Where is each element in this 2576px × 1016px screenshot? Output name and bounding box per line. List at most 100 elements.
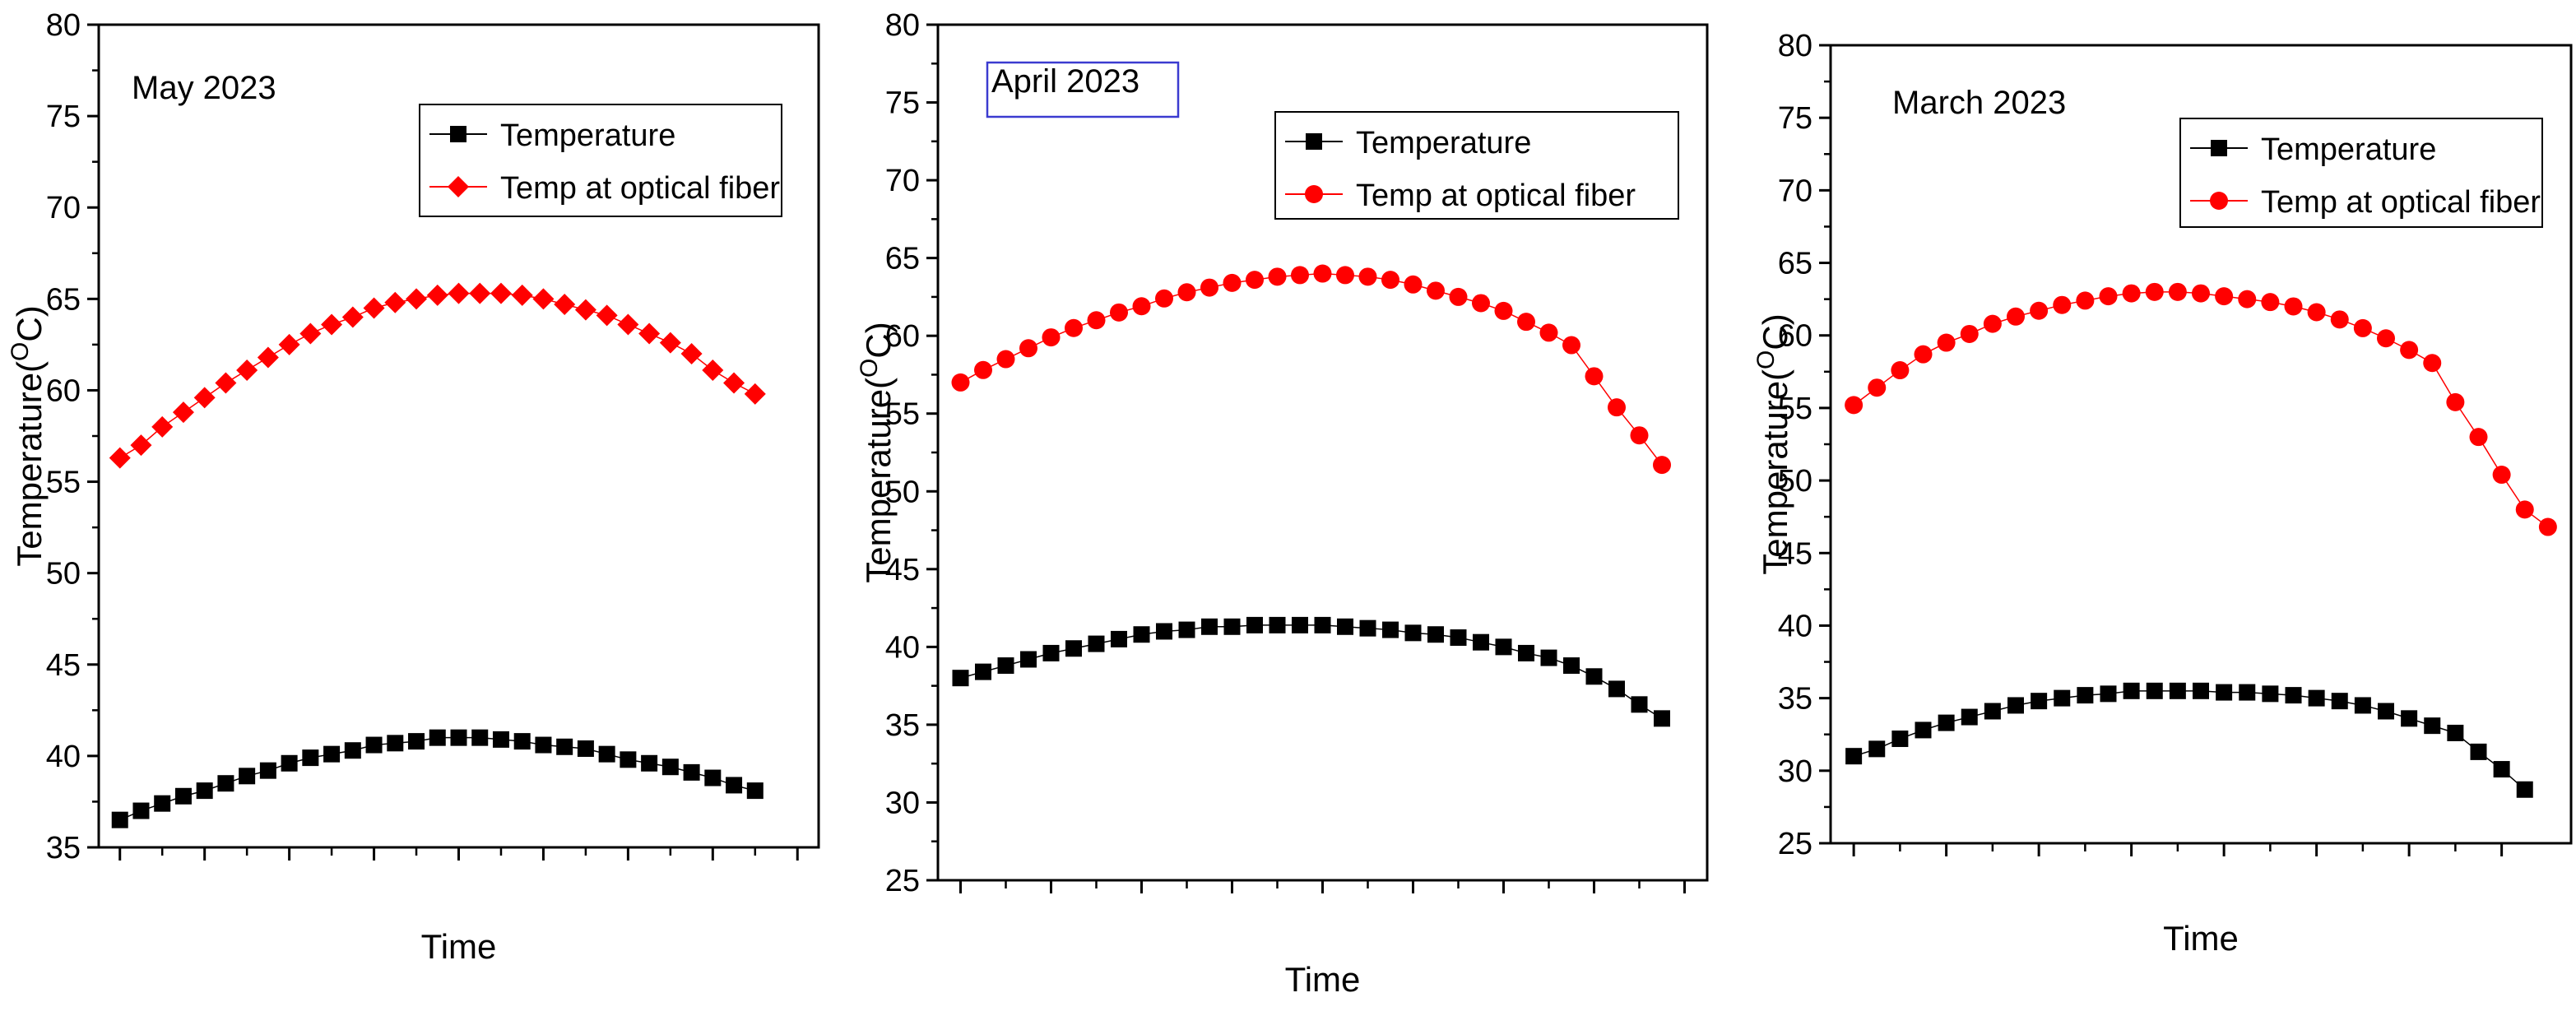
data-point [1087,311,1106,330]
legend-marker [2211,140,2227,156]
series-1 [951,264,1671,475]
data-point [2515,500,2534,519]
data-point [1133,626,1150,643]
data-point [154,795,171,812]
chart-april-svg: 25 30 35 40 45 50 55 60 65 70 75 80 Time Temperature(… [856,8,1709,999]
data-point [975,663,991,680]
data-point [2424,717,2441,735]
data-point [511,284,533,306]
data-point [1845,396,1864,415]
data-point [1653,456,1671,475]
data-point [1223,273,1242,292]
data-point [1845,748,1863,765]
data-point [429,729,446,746]
panel-label-box [986,61,1180,118]
y-tick-label: 65 [1778,247,1812,281]
data-point [1608,398,1626,417]
data-point [172,401,194,424]
data-point [302,749,319,767]
x-axis [959,880,1686,893]
y-tick-label: 60 [46,373,81,408]
data-point [1042,328,1061,347]
y-axis-label-text: Temperature( [1756,369,1794,575]
y-axis-label-unit: C) [859,322,898,358]
y-tick-label: 75 [885,86,920,121]
y-axis-label: Temperature(OC) [856,322,898,582]
data-point [2378,703,2394,720]
y-axis-label: Temperature(OC) [7,305,49,566]
legend-label: Temp at optical fiber [500,171,780,206]
data-point [744,383,766,405]
y-axis-label-superscript: O [1752,350,1780,369]
chart-march-svg: 25 30 35 40 45 50 55 60 65 70 75 80 Time Temperature(… [1752,29,2573,958]
data-point [426,284,448,306]
data-point [1156,623,1172,640]
data-point [2492,466,2511,485]
y-tick-label: 65 [46,282,81,317]
data-point [448,282,470,304]
data-point [554,294,576,315]
y-tick-label: 35 [1778,682,1812,717]
data-point [641,754,658,772]
data-point [2470,743,2487,760]
data-point [726,777,743,794]
data-point [151,415,174,438]
data-point [469,282,491,304]
data-point [1654,710,1670,727]
y-axis-label-superscript: O [856,359,883,378]
data-point [1494,301,1513,320]
data-point [341,306,364,328]
data-point [1518,644,1534,661]
y-tick-label: 65 [885,242,920,276]
data-point [2076,291,2095,310]
data-point [1132,297,1151,316]
legend-box [2179,118,2543,228]
data-point [2123,682,2140,699]
y-tick-label: 60 [885,319,920,354]
y-tick-label: 70 [885,164,920,198]
y-axis: 35 40 45 50 55 60 65 70 75 80 [46,8,99,865]
data-point [174,787,192,805]
data-point [492,731,509,748]
data-point [2331,693,2348,710]
y-axis: 25 30 35 40 45 50 55 60 65 70 75 80 [885,8,938,898]
data-point [2099,287,2118,306]
data-point [365,736,383,754]
data-point [2122,284,2141,303]
data-point [1473,633,1489,651]
series-0 [1845,682,2533,798]
data-point [1517,313,1535,332]
data-point [1336,266,1354,285]
data-point [1200,278,1218,297]
series-0 [952,616,1670,727]
data-point [217,775,234,792]
data-point [1914,345,1933,364]
data-point [996,350,1015,369]
data-point [323,745,341,763]
data-point [2377,329,2395,348]
y-tick-label: 75 [1778,101,1812,136]
legend-label: Temperature [500,118,675,153]
data-point [661,759,679,776]
series-line [119,736,755,821]
series-line [960,624,1663,719]
series-line [1853,690,2526,791]
data-point [2284,297,2303,316]
data-point [1020,651,1037,668]
data-point [1868,378,1887,397]
data-point [2100,685,2117,703]
data-point [1450,629,1467,647]
data-point [1155,289,1173,308]
data-point [1960,324,1979,343]
y-tick-label: 80 [885,8,920,43]
x-axis [118,847,799,861]
legend-item: Temp at optical fiber [1285,179,1636,213]
data-point [2031,693,2048,710]
data-point [596,304,618,327]
data-point [1891,361,1910,380]
data-point [1427,281,1445,300]
data-point [236,360,258,381]
data-point [259,762,276,779]
data-point [683,763,700,781]
data-point [471,729,489,746]
